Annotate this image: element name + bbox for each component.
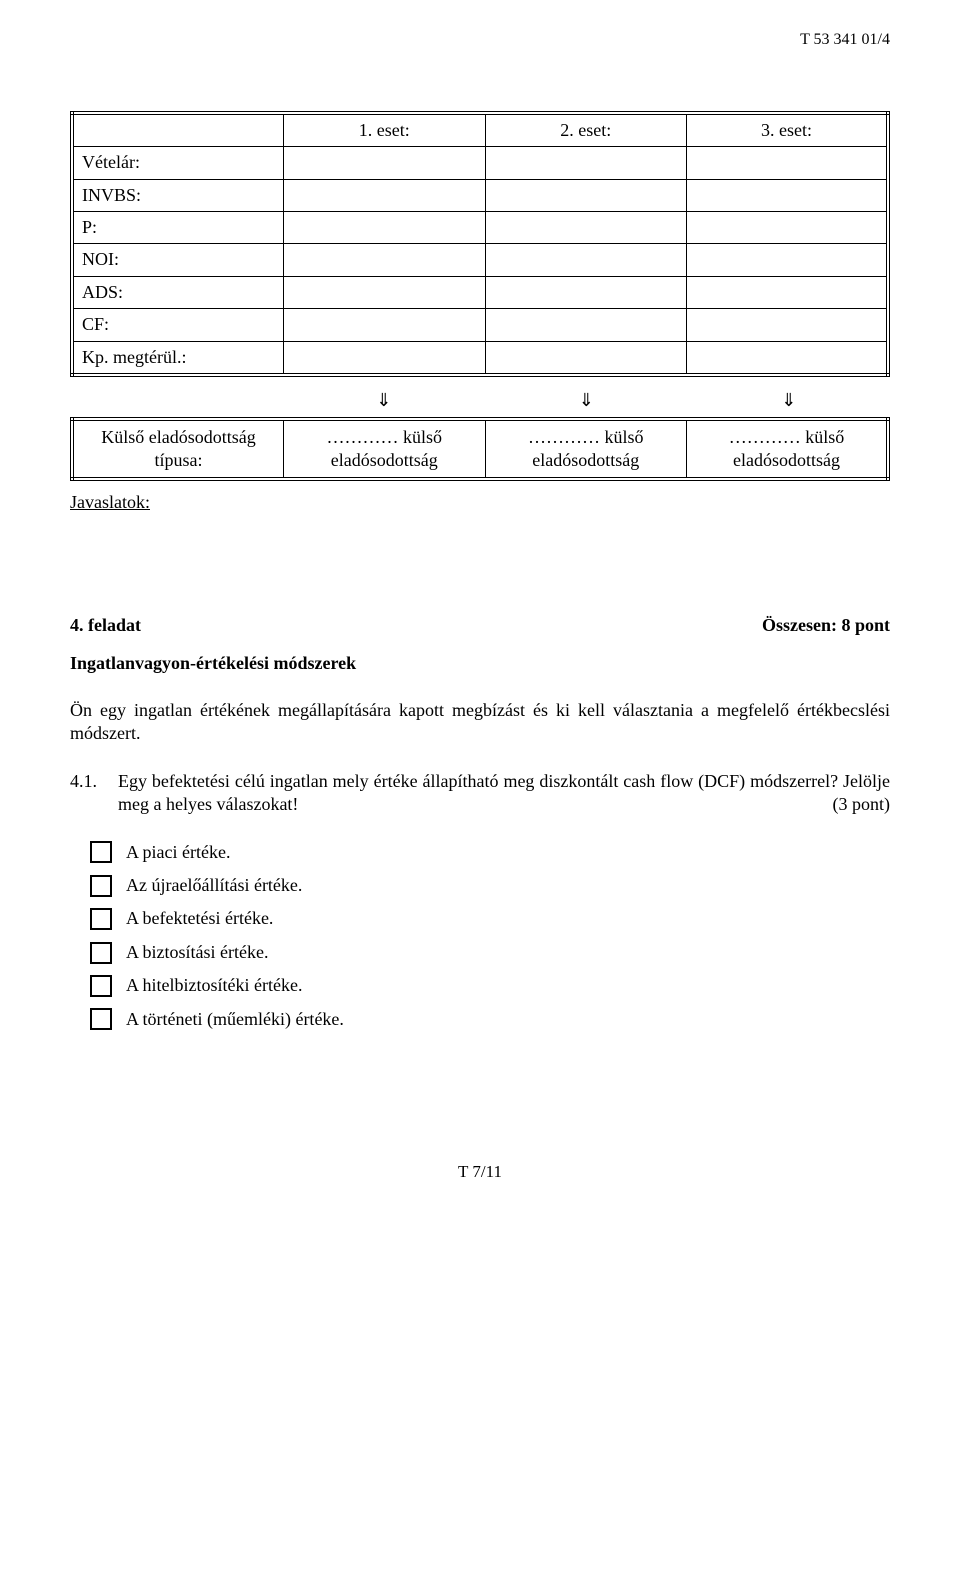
col-header-3: 3. eset: (686, 113, 888, 147)
debt-type-cell-3: ………… külső eladósodottság (686, 419, 888, 479)
cell (284, 147, 485, 179)
debt-type-label: Külső eladósodottság típusa: (72, 419, 284, 479)
row-label: NOI: (72, 244, 284, 276)
down-arrow-icon: ⇓ (485, 385, 687, 417)
row-label: Kp. megtérül.: (72, 341, 284, 375)
debt-type-table: Külső eladósodottság típusa: ………… külső … (70, 417, 890, 481)
row-label: P: (72, 211, 284, 243)
cell (686, 147, 888, 179)
cell (686, 211, 888, 243)
cell (485, 341, 686, 375)
task-paragraph: Ön egy ingatlan értékének megállapításár… (70, 699, 890, 746)
main-table-group: 1. eset: 2. eset: 3. eset: Vételár: INVB… (70, 111, 890, 377)
option-item: A piaci értéke. (90, 841, 890, 864)
col-header-2: 2. eset: (485, 113, 686, 147)
cell (686, 244, 888, 276)
cell (485, 179, 686, 211)
task-number: 4. feladat (70, 614, 141, 637)
checkbox-icon[interactable] (90, 1008, 112, 1030)
cell (284, 276, 485, 308)
cell (284, 341, 485, 375)
sub-table-group: Külső eladósodottság típusa: ………… külső … (70, 417, 890, 481)
cell (284, 179, 485, 211)
option-item: Az újraelőállítási értéke. (90, 874, 890, 897)
option-label: A történeti (műemléki) értéke. (126, 1008, 344, 1031)
row-label: CF: (72, 309, 284, 341)
down-arrow-icon: ⇓ (283, 385, 485, 417)
options-list: A piaci értéke. Az újraelőállítási érték… (90, 841, 890, 1031)
task-subtitle: Ingatlanvagyon-értékelési módszerek (70, 652, 890, 675)
cell (485, 244, 686, 276)
option-label: A piaci értéke. (126, 841, 230, 864)
cell (284, 309, 485, 341)
question-row: 4.1. Egy befektetési célú ingatlan mely … (70, 770, 890, 817)
row-label: Vételár: (72, 147, 284, 179)
question-number: 4.1. (70, 770, 118, 793)
checkbox-icon[interactable] (90, 942, 112, 964)
checkbox-icon[interactable] (90, 875, 112, 897)
checkbox-icon[interactable] (90, 908, 112, 930)
cell (284, 211, 485, 243)
cell (686, 341, 888, 375)
task-header-row: 4. feladat Összesen: 8 pont (70, 614, 890, 637)
table-row: INVBS: (72, 179, 888, 211)
task-points: Összesen: 8 pont (762, 614, 890, 637)
question-text: Egy befektetési célú ingatlan mely érték… (118, 770, 890, 817)
row-label: INVBS: (72, 179, 284, 211)
option-item: A biztosítási értéke. (90, 941, 890, 964)
option-label: Az újraelőállítási értéke. (126, 874, 302, 897)
option-label: A biztosítási értéke. (126, 941, 268, 964)
cell (686, 179, 888, 211)
document-id: T 53 341 01/4 (70, 30, 890, 51)
page-footer: T 7/11 (70, 1161, 890, 1183)
table-row: CF: (72, 309, 888, 341)
option-item: A befektetési értéke. (90, 907, 890, 930)
arrow-spacer (70, 385, 283, 417)
checkbox-icon[interactable] (90, 975, 112, 997)
checkbox-icon[interactable] (90, 841, 112, 863)
table-row: P: (72, 211, 888, 243)
question-points: (3 pont) (833, 793, 891, 816)
table-corner-cell (72, 113, 284, 147)
main-table: 1. eset: 2. eset: 3. eset: Vételár: INVB… (70, 111, 890, 377)
table-row: NOI: (72, 244, 888, 276)
table-row: Vételár: (72, 147, 888, 179)
option-label: A befektetési értéke. (126, 907, 273, 930)
debt-type-cell-2: ………… külső eladósodottság (485, 419, 686, 479)
cell (485, 211, 686, 243)
option-item: A történeti (műemléki) értéke. (90, 1008, 890, 1031)
suggestions-label: Javaslatok: (70, 491, 890, 514)
col-header-1: 1. eset: (284, 113, 485, 147)
option-item: A hitelbiztosítéki értéke. (90, 974, 890, 997)
table-row: Kp. megtérül.: (72, 341, 888, 375)
row-label: ADS: (72, 276, 284, 308)
debt-type-cell-1: ………… külső eladósodottság (284, 419, 485, 479)
arrow-row-table: ⇓ ⇓ ⇓ (70, 385, 890, 417)
down-arrow-icon: ⇓ (688, 385, 890, 417)
cell (284, 244, 485, 276)
cell (485, 309, 686, 341)
cell (686, 276, 888, 308)
option-label: A hitelbiztosítéki értéke. (126, 974, 302, 997)
table-row: ADS: (72, 276, 888, 308)
cell (485, 147, 686, 179)
cell (686, 309, 888, 341)
cell (485, 276, 686, 308)
